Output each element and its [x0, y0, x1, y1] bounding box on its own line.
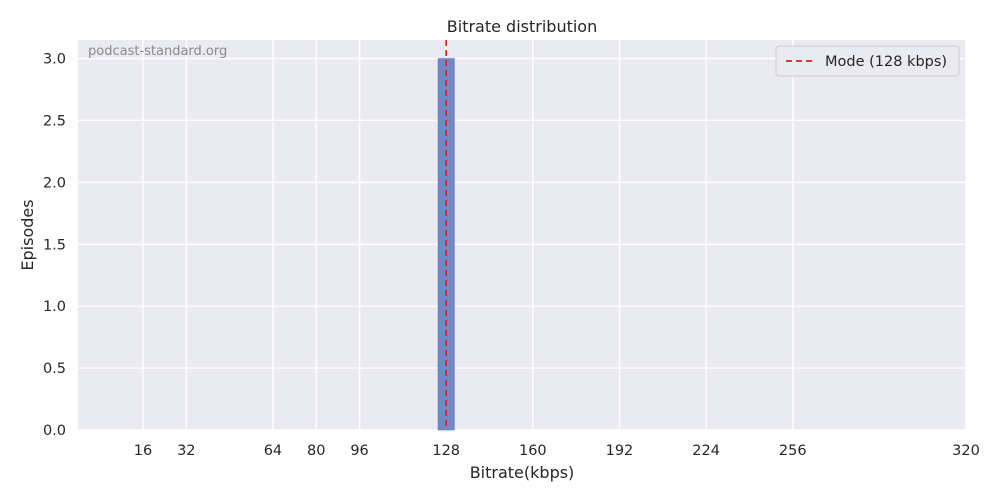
y-tick-label: 3.0 [43, 52, 66, 68]
plot-area [78, 40, 966, 430]
x-tick-label: 80 [307, 443, 325, 459]
x-tick-label: 256 [779, 443, 807, 459]
x-tick-label: 160 [519, 443, 547, 459]
y-tick-label: 2.0 [43, 175, 66, 191]
y-tick-label: 0.5 [43, 361, 66, 377]
x-tick-label: 16 [134, 443, 152, 459]
y-tick-label: 1.5 [43, 237, 66, 253]
x-tick-label: 96 [350, 443, 368, 459]
y-tick-label: 2.5 [43, 113, 66, 129]
x-tick-label: 64 [264, 443, 282, 459]
x-tick-label: 128 [432, 443, 460, 459]
legend-mode-label: Mode (128 kbps) [825, 54, 947, 70]
x-tick-label: 320 [952, 443, 980, 459]
y-tick-labels: 0.0 0.5 1.0 1.5 2.0 2.5 3.0 [43, 52, 66, 439]
watermark-text: podcast-standard.org [88, 44, 227, 59]
x-tick-label: 192 [606, 443, 634, 459]
y-axis-label: Episodes [18, 199, 37, 270]
x-tick-label: 32 [177, 443, 195, 459]
legend: Mode (128 kbps) [775, 45, 960, 77]
x-tick-label: 224 [692, 443, 720, 459]
y-tick-label: 0.0 [43, 423, 66, 439]
x-axis-label: Bitrate(kbps) [470, 463, 575, 482]
y-tick-label: 1.0 [43, 299, 66, 315]
chart-title: Bitrate distribution [447, 17, 597, 36]
x-tick-labels: 16 32 64 80 96 128 160 192 224 256 320 [134, 443, 980, 459]
legend-box [775, 45, 960, 77]
